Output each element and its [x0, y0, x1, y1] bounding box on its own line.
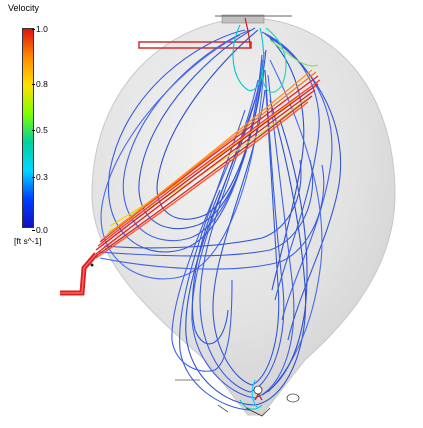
- top-inlet-pipe: [138, 41, 252, 49]
- legend-tick-0-5: 0.5: [32, 125, 48, 135]
- inlet-jet-streamlines: [95, 17, 321, 401]
- vessel-body: [91, 17, 396, 416]
- bottom-outlet: [253, 385, 263, 395]
- legend-tick-0: 0.0: [32, 225, 48, 235]
- legend-tick-0-8: 0.8: [32, 79, 48, 89]
- legend-title: Velocity: [8, 3, 40, 13]
- legend-tick-1: 1.0: [32, 24, 48, 34]
- legend-unit: [ft s^-1]: [14, 236, 42, 246]
- legend-tick-0-3: 0.3: [32, 172, 48, 182]
- top-nozzle: [221, 14, 265, 24]
- bottom-outlet-tip: [245, 407, 271, 417]
- legend-color-bar: [22, 28, 34, 228]
- bottom-support: [286, 393, 300, 403]
